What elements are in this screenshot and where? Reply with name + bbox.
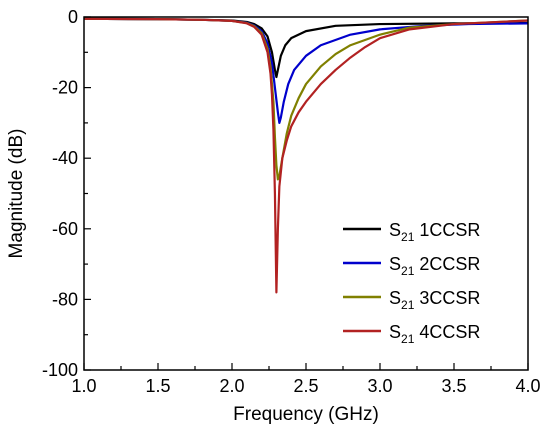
x-tick-label: 1.5: [145, 376, 170, 396]
series-line-4: [83, 17, 529, 294]
x-tick-label: 3.0: [367, 376, 392, 396]
x-tick-label: 4.0: [515, 376, 540, 396]
x-tick-label: 3.5: [441, 376, 466, 396]
y-tick-label: 0: [68, 7, 78, 27]
plot-frame: [83, 16, 529, 371]
x-tick-label: 2.0: [219, 376, 244, 396]
y-tick-label: -80: [52, 289, 78, 309]
y-tick-label: -20: [52, 78, 78, 98]
y-tick-label: -100: [42, 360, 78, 380]
series-line-3: [83, 17, 529, 181]
y-tick-label: -40: [52, 148, 78, 168]
series-line-1: [83, 17, 529, 79]
legend-label-3: S21 3CCSR: [389, 288, 480, 312]
x-tick-label: 2.5: [293, 376, 318, 396]
legend-label-1: S21 1CCSR: [389, 220, 480, 244]
y-axis-title: Magnitude (dB): [6, 129, 27, 259]
legend-label-2: S21 2CCSR: [389, 254, 480, 278]
series-line-2: [83, 17, 529, 124]
legend: S21 1CCSR S21 2CCSR S21 3CCSR S21 4CCSR: [343, 220, 480, 346]
legend-label-4: S21 4CCSR: [389, 322, 480, 346]
ticks-layer: 1.0 1.5 2.0 2.5 3.0 3.5 4.0 0 -20 -40 -60 -80 -100: [42, 7, 541, 396]
y-tick-label: -60: [52, 219, 78, 239]
x-tick-label: 1.0: [71, 376, 96, 396]
series-layer: [83, 17, 529, 294]
x-axis-title: Frequency (GHz): [233, 404, 379, 425]
